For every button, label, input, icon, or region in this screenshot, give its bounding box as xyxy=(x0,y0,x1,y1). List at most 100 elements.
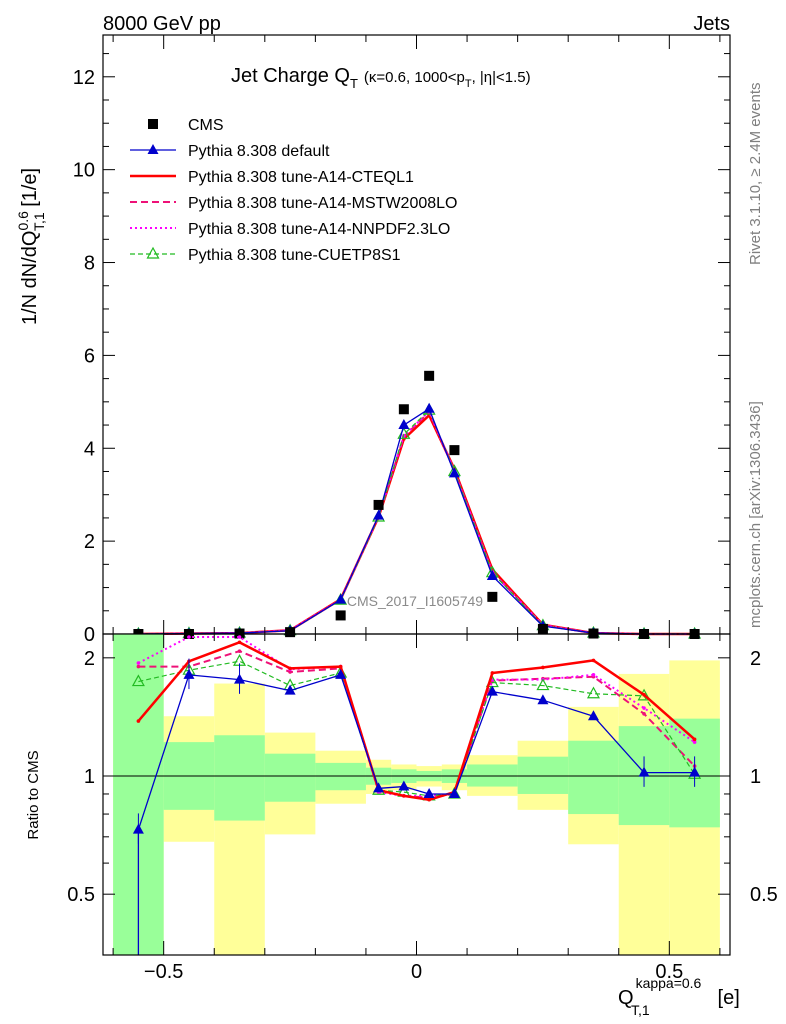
chart-title-extra-sub: T xyxy=(465,78,472,90)
ratio-point-s1-13 xyxy=(692,737,697,742)
ratio-point-s4-10 xyxy=(536,678,550,691)
ratio-point-s3-1 xyxy=(187,635,191,639)
ratio-point-s3-12 xyxy=(642,706,646,710)
mcplots-text: mcplots.cern.ch [arXiv:1306.3436] xyxy=(747,401,764,628)
ratio-ytick-label-right-2: 2 xyxy=(750,648,761,670)
green-band-3 xyxy=(264,753,316,802)
main-point-s1-4 xyxy=(335,593,347,604)
y-axis-label-main-unit: [1/e] xyxy=(19,168,41,212)
ratio-point-s1-0 xyxy=(136,719,141,723)
data-point-3 xyxy=(285,627,296,638)
ratio-point-s3-11 xyxy=(591,673,596,677)
xtick-label-0: −0.5 xyxy=(144,961,183,983)
legend: CMS Pythia 8.308 default Pythia 8.308 tune… xyxy=(130,117,457,264)
main-line-series-1 xyxy=(138,408,695,635)
ratio-ytick-label-2: 2 xyxy=(84,648,95,670)
main-panel: CMS_2017_I1605749 0 2 4 6 8 10 12 xyxy=(73,34,731,646)
x-axis-label: Qkappa=0.6 T,1 [e] xyxy=(618,975,740,1018)
x-axis-label-unit: [e] xyxy=(712,987,740,1009)
chart-title: Jet Charge QT (κ=0.6, 1000<pT, |η|<1.5) xyxy=(231,65,531,91)
ratio-point-s0-8 xyxy=(448,787,460,798)
ratio-point-s4-12 xyxy=(637,688,651,701)
green-band-4 xyxy=(315,762,366,791)
ratio-point-s1-2 xyxy=(237,640,242,645)
main-ytick-label-2: 4 xyxy=(84,438,95,460)
ratio-point-s1-3 xyxy=(288,666,292,671)
ratio-point-s1-6 xyxy=(402,794,406,798)
ratio-point-s1-4 xyxy=(338,664,343,669)
legend-label-4: Pythia 8.308 tune-A14-NNPDF2.3LO xyxy=(188,221,450,238)
ratio-point-s0-3 xyxy=(284,684,296,695)
legend-label-2: Pythia 8.308 tune-A14-CTEQL1 xyxy=(188,169,414,186)
main-ytick-label-5: 10 xyxy=(73,160,95,182)
data-point-7 xyxy=(424,370,435,381)
ratio-ytick-label-0: 0.5 xyxy=(67,884,95,906)
ratio-point-s2-12 xyxy=(642,712,646,716)
main-ytick-label-0: 0 xyxy=(84,624,95,646)
x-axis-label-sup: kappa=0.6 xyxy=(636,975,702,991)
main-point-s1-7 xyxy=(423,402,435,413)
legend-marker-1 xyxy=(147,144,159,154)
ratio-ytick-label-right-0: 0.5 xyxy=(750,884,778,906)
main-ytick-label-6: 12 xyxy=(73,67,95,89)
ratio-point-s0-7 xyxy=(423,787,435,798)
ratio-point-s2-3 xyxy=(288,670,292,674)
legend-label-5: Pythia 8.308 tune-CUETP8S1 xyxy=(188,247,401,264)
data-point-6 xyxy=(398,404,409,415)
watermark-label: CMS_2017_I1605749 xyxy=(347,593,483,609)
data-point-5 xyxy=(373,499,384,510)
header-right: Jets xyxy=(693,13,730,35)
y-axis-label-main-text: 1/N dN/dQ xyxy=(19,231,41,325)
ratio-point-s0-6 xyxy=(398,780,410,791)
chart-title-extra-tail: , |η|<1.5) xyxy=(472,69,531,86)
y-axis-label-main-sub: T,1 xyxy=(31,212,47,231)
xtick-label-2: 0.5 xyxy=(655,961,683,983)
legend-label-0: CMS xyxy=(188,117,224,134)
legend-label-1: Pythia 8.308 default xyxy=(188,143,330,160)
green-band-10 xyxy=(517,756,569,794)
ratio-line-series-1 xyxy=(137,641,696,802)
legend-marker-5 xyxy=(146,246,160,259)
y-axis-label-ratio: Ratio to CMS xyxy=(25,750,42,839)
ratio-point-s1-9 xyxy=(490,671,495,675)
data-point-9 xyxy=(487,591,498,602)
ratio-point-s1-11 xyxy=(591,658,596,663)
ratio-point-s0-4 xyxy=(335,668,347,679)
ratio-point-s0-10 xyxy=(537,694,549,705)
main-ytick-label-3: 6 xyxy=(84,345,95,367)
header-left: 8000 GeV pp xyxy=(103,13,221,35)
ratio-point-s0-11 xyxy=(587,710,599,721)
ratio-point-s1-10 xyxy=(541,665,545,670)
ratio-ytick-label-1: 1 xyxy=(84,766,95,788)
data-point-4 xyxy=(335,610,346,621)
ratio-point-s1-7 xyxy=(427,797,431,802)
green-band-2 xyxy=(214,735,265,821)
x-axis-label-main: Q xyxy=(618,987,634,1009)
y-axis-label-main-sup: 0.6 xyxy=(15,211,31,231)
data-point-8 xyxy=(449,445,460,456)
ratio-point-s4-0 xyxy=(131,674,145,687)
main-point-s1-5 xyxy=(373,509,385,520)
main-ytick-label-1: 2 xyxy=(84,531,95,553)
main-point-s1-9 xyxy=(486,569,498,580)
ratio-line-series-0 xyxy=(137,674,695,830)
ratio-point-s3-2 xyxy=(237,635,242,639)
green-band-11 xyxy=(568,740,619,815)
main-point-s1-8 xyxy=(448,467,460,478)
ratio-point-s1-12 xyxy=(642,693,646,697)
ratio-point-s0-9 xyxy=(486,685,498,696)
ratio-point-s3-13 xyxy=(692,740,697,744)
main-point-s1-6 xyxy=(398,419,410,430)
ratio-ytick-label-right-1: 1 xyxy=(750,766,761,788)
ratio-line-series-4 xyxy=(138,660,696,797)
y-axis-label-main: 1/N dN/dQ0.6T,1 [1/e] xyxy=(15,168,47,325)
chart-title-sub: T xyxy=(350,76,358,91)
x-axis-label-sub: T,1 xyxy=(631,1002,650,1018)
rivet-version-text: Rivet 3.1.10, ≥ 2.4M events xyxy=(747,83,764,266)
legend-marker-0 xyxy=(148,119,158,129)
ratio-point-s2-0 xyxy=(136,664,141,669)
data-point-10 xyxy=(537,623,548,634)
chart-title-main: Jet Charge Q xyxy=(231,65,350,87)
ratio-point-s3-0 xyxy=(136,661,141,665)
ratio-panel: 0.5 0.5 1 1 2 2 −0.5 0 0.5 xyxy=(67,633,778,983)
